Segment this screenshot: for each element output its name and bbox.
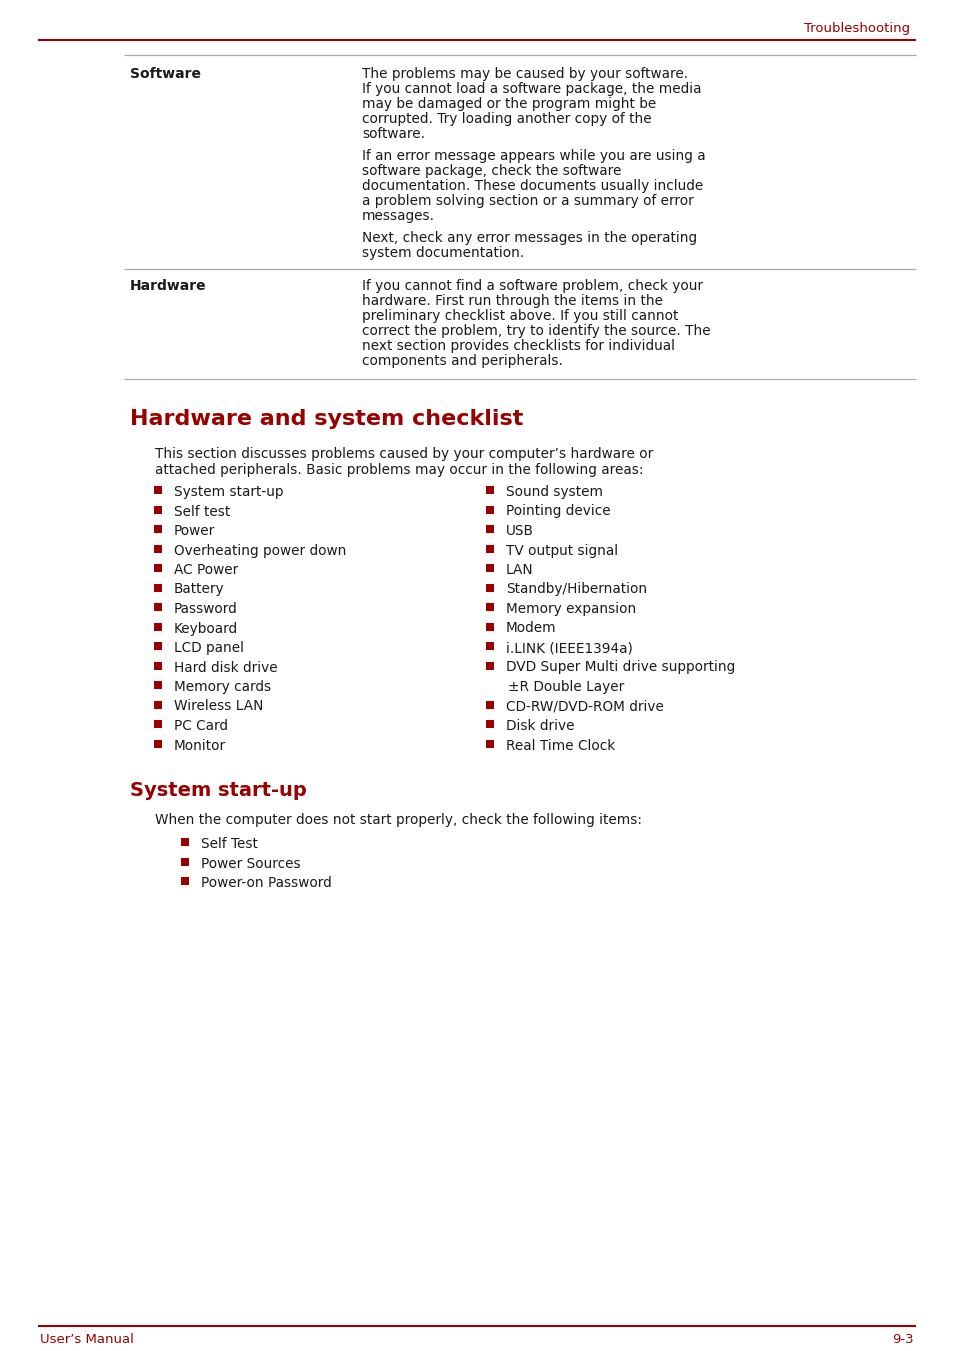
Text: Sound system: Sound system (505, 485, 602, 499)
Text: The problems may be caused by your software.: The problems may be caused by your softw… (361, 68, 687, 81)
Bar (485, 603, 494, 611)
Text: Hardware: Hardware (130, 280, 207, 293)
Bar (153, 563, 162, 571)
Text: hardware. First run through the items in the: hardware. First run through the items in… (361, 295, 662, 308)
Text: Self test: Self test (173, 504, 230, 519)
Bar (153, 526, 162, 534)
Text: Battery: Battery (173, 582, 224, 597)
Bar (485, 505, 494, 513)
Text: Standby/Hibernation: Standby/Hibernation (505, 582, 646, 597)
Bar (485, 701, 494, 708)
Text: software package, check the software: software package, check the software (361, 163, 620, 178)
Bar (485, 584, 494, 592)
Bar (153, 584, 162, 592)
Text: software.: software. (361, 127, 424, 141)
Bar (485, 739, 494, 747)
Text: a problem solving section or a summary of error: a problem solving section or a summary o… (361, 195, 693, 208)
Text: i.LINK (IEEE1394a): i.LINK (IEEE1394a) (505, 640, 632, 655)
Text: Keyboard: Keyboard (173, 621, 238, 635)
Text: Power Sources: Power Sources (201, 857, 300, 870)
Text: System start-up: System start-up (130, 781, 307, 800)
Text: ±R Double Layer: ±R Double Layer (507, 680, 623, 694)
Text: Power-on Password: Power-on Password (201, 875, 332, 890)
Text: Software: Software (130, 68, 201, 81)
Text: USB: USB (505, 524, 534, 538)
Bar (153, 642, 162, 650)
Text: PC Card: PC Card (173, 719, 228, 734)
Text: corrupted. Try loading another copy of the: corrupted. Try loading another copy of t… (361, 112, 651, 126)
Bar (153, 720, 162, 728)
Text: If you cannot find a software problem, check your: If you cannot find a software problem, c… (361, 280, 702, 293)
Text: Overheating power down: Overheating power down (173, 543, 346, 558)
Text: 9-3: 9-3 (891, 1333, 913, 1346)
Text: AC Power: AC Power (173, 563, 238, 577)
Text: User’s Manual: User’s Manual (40, 1333, 133, 1346)
Text: LCD panel: LCD panel (173, 640, 244, 655)
Bar (485, 720, 494, 728)
Text: TV output signal: TV output signal (505, 543, 618, 558)
Text: Pointing device: Pointing device (505, 504, 610, 519)
Text: Password: Password (173, 603, 237, 616)
Text: may be damaged or the program might be: may be damaged or the program might be (361, 97, 656, 111)
Bar (153, 505, 162, 513)
Text: Memory cards: Memory cards (173, 680, 271, 694)
Text: next section provides checklists for individual: next section provides checklists for ind… (361, 339, 675, 353)
Text: documentation. These documents usually include: documentation. These documents usually i… (361, 178, 702, 193)
Text: Monitor: Monitor (173, 739, 226, 753)
Bar (181, 858, 189, 866)
Bar (153, 486, 162, 494)
Bar (485, 526, 494, 534)
Text: system documentation.: system documentation. (361, 246, 524, 259)
Text: Hard disk drive: Hard disk drive (173, 661, 277, 674)
Bar (153, 603, 162, 611)
Bar (485, 623, 494, 631)
Bar (485, 544, 494, 553)
Text: Power: Power (173, 524, 215, 538)
Text: DVD Super Multi drive supporting: DVD Super Multi drive supporting (505, 661, 735, 674)
Text: Disk drive: Disk drive (505, 719, 574, 734)
Bar (181, 877, 189, 885)
Bar (153, 662, 162, 670)
Bar (153, 544, 162, 553)
Text: When the computer does not start properly, check the following items:: When the computer does not start properl… (154, 813, 641, 827)
Text: attached peripherals. Basic problems may occur in the following areas:: attached peripherals. Basic problems may… (154, 463, 643, 477)
Bar (485, 486, 494, 494)
Bar (153, 739, 162, 747)
Bar (485, 563, 494, 571)
Text: If you cannot load a software package, the media: If you cannot load a software package, t… (361, 82, 700, 96)
Text: Modem: Modem (505, 621, 556, 635)
Text: components and peripherals.: components and peripherals. (361, 354, 562, 367)
Bar (153, 701, 162, 708)
Text: System start-up: System start-up (173, 485, 283, 499)
Bar (181, 838, 189, 846)
Text: Hardware and system checklist: Hardware and system checklist (130, 409, 523, 430)
Text: Troubleshooting: Troubleshooting (803, 22, 909, 35)
Text: correct the problem, try to identify the source. The: correct the problem, try to identify the… (361, 324, 710, 338)
Text: If an error message appears while you are using a: If an error message appears while you ar… (361, 149, 705, 163)
Text: CD-RW/DVD-ROM drive: CD-RW/DVD-ROM drive (505, 700, 663, 713)
Text: Memory expansion: Memory expansion (505, 603, 636, 616)
Bar (485, 642, 494, 650)
Text: Next, check any error messages in the operating: Next, check any error messages in the op… (361, 231, 697, 245)
Bar (153, 623, 162, 631)
Text: Self Test: Self Test (201, 838, 257, 851)
Text: This section discusses problems caused by your computer’s hardware or: This section discusses problems caused b… (154, 447, 653, 461)
Text: Wireless LAN: Wireless LAN (173, 700, 263, 713)
Text: messages.: messages. (361, 209, 435, 223)
Bar (153, 681, 162, 689)
Text: preliminary checklist above. If you still cannot: preliminary checklist above. If you stil… (361, 309, 678, 323)
Text: LAN: LAN (505, 563, 533, 577)
Bar (485, 662, 494, 670)
Text: Real Time Clock: Real Time Clock (505, 739, 615, 753)
